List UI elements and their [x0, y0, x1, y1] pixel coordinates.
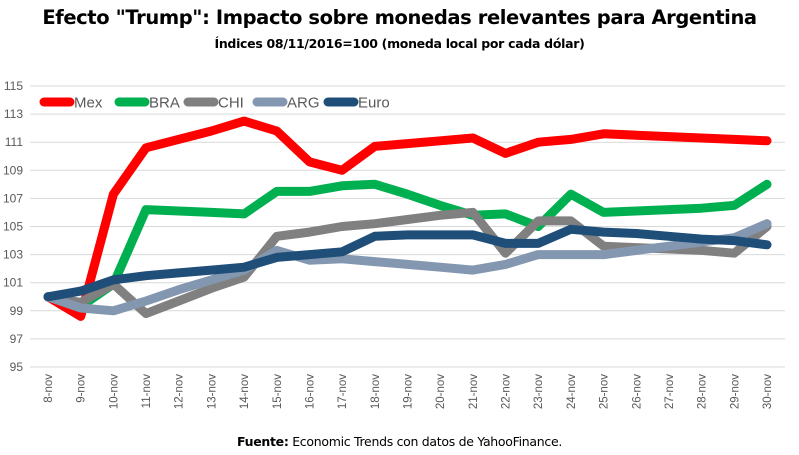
- legend-label: ARG: [287, 95, 320, 112]
- legend-label: Mex: [74, 95, 103, 112]
- x-tick-label: 8-nov: [43, 374, 55, 403]
- y-tick-label: 109: [3, 163, 23, 177]
- y-tick-label: 95: [10, 360, 24, 374]
- x-tick-label: 24-nov: [566, 374, 578, 409]
- x-axis-ticks: 8-nov 9-nov 10-nov 11-nov 12-nov 13-nov 14-nov…: [43, 374, 774, 409]
- series-line-bra: [43, 179, 772, 312]
- x-tick-label: 10-nov: [108, 374, 120, 409]
- legend: Mex BRA CHI ARG Euro: [39, 95, 390, 112]
- x-tick-label: 23-nov: [533, 374, 545, 409]
- x-tick-label: 17-nov: [337, 374, 349, 409]
- source-label: Fuente:: [236, 434, 289, 449]
- y-tick-label: 97: [10, 332, 24, 346]
- y-tick-label: 105: [3, 220, 23, 234]
- legend-label: CHI: [218, 95, 244, 112]
- x-tick-label: 18-nov: [370, 374, 382, 409]
- y-tick-label: 115: [4, 79, 23, 93]
- y-tick-label: 99: [10, 304, 24, 318]
- legend-item-bra: BRA: [114, 95, 180, 112]
- x-tick-label: 13-nov: [206, 374, 218, 409]
- y-axis-ticks: 95 97 99 101 103 105 107 109 111 113 115: [3, 79, 23, 374]
- chart-title: Efecto "Trump": Impacto sobre monedas re…: [42, 6, 757, 29]
- x-tick-label: 27-nov: [664, 374, 676, 409]
- legend-item-euro: Euro: [323, 95, 390, 112]
- x-tick-label: 11-nov: [141, 374, 153, 409]
- x-tick-label: 15-nov: [272, 374, 284, 409]
- x-tick-label: 12-nov: [174, 374, 186, 409]
- x-tick-label: 26-nov: [631, 374, 643, 409]
- x-tick-label: 25-nov: [599, 374, 611, 409]
- x-tick-label: 16-nov: [304, 374, 316, 409]
- x-tick-label: 21-nov: [468, 374, 480, 409]
- source-text: Economic Trends con datos de YahooFinanc…: [288, 434, 563, 449]
- x-tick-label: 19-nov: [403, 374, 415, 409]
- x-tick-label: 14-nov: [239, 374, 251, 409]
- x-tick-label: 30-nov: [762, 374, 774, 409]
- y-tick-label: 101: [3, 276, 23, 290]
- x-tick-label: 9-nov: [76, 374, 88, 403]
- x-tick-label: 20-nov: [435, 374, 447, 409]
- x-tick-label: 22-nov: [501, 374, 513, 409]
- source-note: Fuente: Economic Trends con datos de Yah…: [0, 434, 799, 449]
- x-tick-label: 28-nov: [697, 374, 709, 409]
- series-line-arg: [43, 219, 772, 316]
- x-tick-label: 29-nov: [729, 374, 741, 409]
- series-lines: [43, 116, 772, 321]
- legend-label: BRA: [149, 95, 180, 112]
- legend-item-arg: ARG: [252, 95, 320, 112]
- legend-item-chi: CHI: [183, 95, 244, 112]
- series-line-mex: [43, 116, 772, 321]
- legend-label: Euro: [358, 95, 390, 112]
- series-line-euro: [43, 224, 772, 302]
- legend-item-mex: Mex: [39, 95, 103, 112]
- y-tick-label: 107: [3, 191, 23, 205]
- y-tick-label: 111: [5, 135, 24, 149]
- y-tick-label: 103: [3, 248, 23, 262]
- y-tick-label: 113: [4, 107, 23, 121]
- chart-subtitle: Índices 08/11/2016=100 (moneda local por…: [214, 36, 585, 51]
